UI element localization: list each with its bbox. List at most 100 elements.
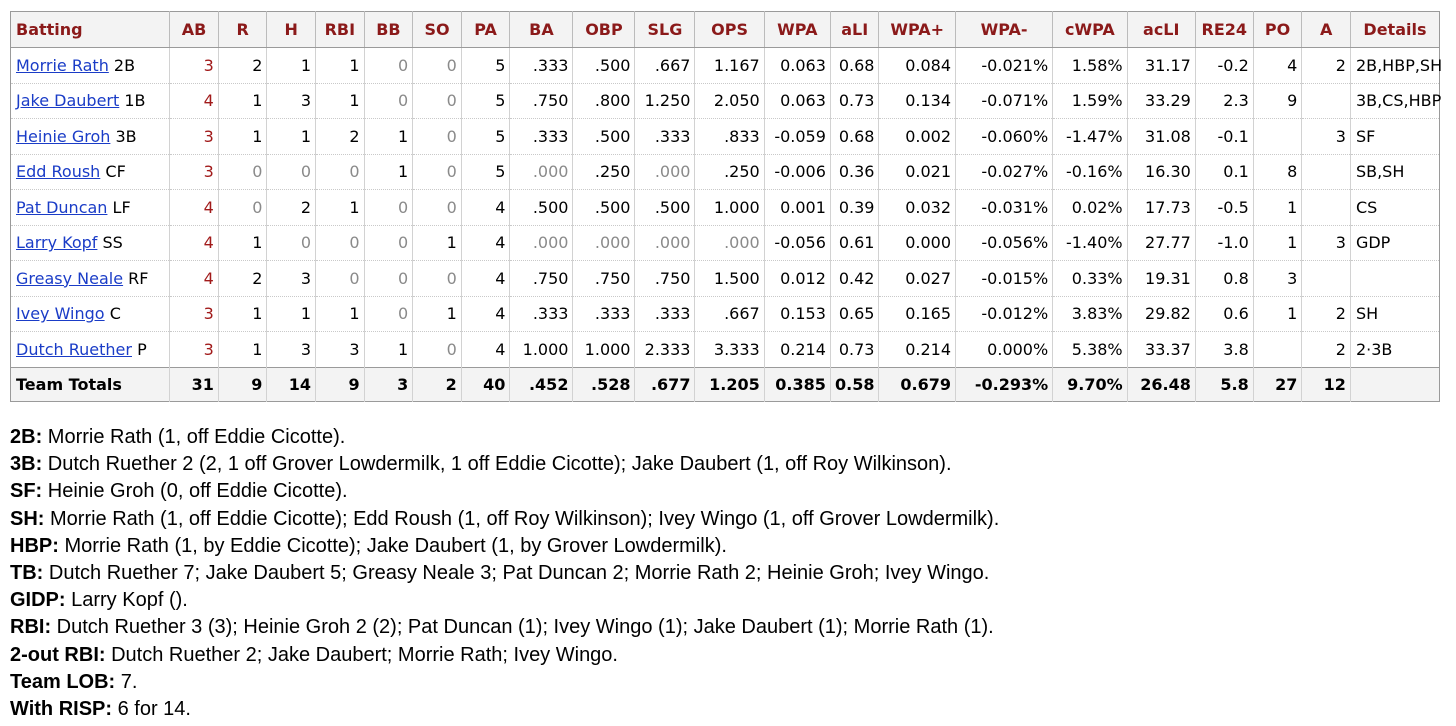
stat-ba: .000 <box>509 225 573 261</box>
stat-wpa: 0.063 <box>763 83 831 119</box>
stat-cwpa: -0.16% <box>1052 154 1128 190</box>
stat-ops: .667 <box>694 296 765 332</box>
stat-so: 0 <box>412 331 462 368</box>
column-header-ab[interactable]: AB <box>169 11 219 48</box>
column-header-wpa-minus[interactable]: WPA- <box>954 11 1053 48</box>
stat-ab: 3 <box>169 154 219 190</box>
column-header-ops[interactable]: OPS <box>694 11 765 48</box>
player-link[interactable]: Jake Daubert <box>16 91 120 111</box>
stat-wpaplus: 0.021 <box>878 154 956 190</box>
player-link[interactable]: Dutch Ruether <box>16 339 132 359</box>
stat-details: 2·3B <box>1349 331 1440 368</box>
column-header-details[interactable]: Details <box>1349 11 1440 48</box>
stat-slg: .000 <box>634 154 695 190</box>
player-cell: Jake Daubert 1B <box>10 83 170 119</box>
stat-h: 3 <box>266 260 316 297</box>
stat-rbi: 1 <box>315 296 365 332</box>
column-header-ba[interactable]: BA <box>509 11 573 48</box>
column-header-ali[interactable]: aLI <box>829 11 879 48</box>
stat-a <box>1301 189 1351 226</box>
column-header-acli[interactable]: acLI <box>1126 11 1196 48</box>
player-position: CF <box>105 162 126 182</box>
total-slg: .677 <box>634 366 695 401</box>
stat-so: 0 <box>412 118 462 155</box>
stat-wpaplus: 0.165 <box>878 296 956 332</box>
note-line: 2B: Morrie Rath (1, off Eddie Cicotte). <box>10 424 1440 451</box>
stat-details: GDP <box>1349 225 1440 261</box>
stat-r: 1 <box>217 83 267 119</box>
player-link[interactable]: Heinie Groh <box>16 126 111 146</box>
note-line: TB: Dutch Ruether 7; Jake Daubert 5; Gre… <box>10 560 1440 587</box>
total-h: 14 <box>266 366 316 401</box>
player-link[interactable]: Morrie Rath <box>16 55 109 75</box>
stat-a <box>1301 260 1351 297</box>
stat-a: 3 <box>1301 118 1351 155</box>
player-cell: Greasy Neale RF <box>10 260 170 297</box>
stat-ops: .000 <box>694 225 765 261</box>
stat-wpaminus: -0.056% <box>954 225 1053 261</box>
column-header-re24[interactable]: RE24 <box>1194 11 1254 48</box>
column-header-a[interactable]: A <box>1301 11 1351 48</box>
stat-wpaminus: -0.021% <box>954 47 1053 84</box>
stat-a <box>1301 83 1351 119</box>
stat-so: 0 <box>412 189 462 226</box>
stat-wpaminus: -0.012% <box>954 296 1053 332</box>
column-header-h[interactable]: H <box>266 11 316 48</box>
stat-wpaplus: 0.134 <box>878 83 956 119</box>
stat-po: 1 <box>1252 296 1302 332</box>
stat-pa: 5 <box>460 83 510 119</box>
stat-ali: 0.39 <box>829 189 879 226</box>
note-label: 2-out RBI: <box>10 643 106 666</box>
stat-pa: 4 <box>460 260 510 297</box>
player-link[interactable]: Larry Kopf <box>16 233 98 253</box>
player-link[interactable]: Greasy Neale <box>16 268 124 288</box>
stat-h: 1 <box>266 118 316 155</box>
stat-r: 2 <box>217 260 267 297</box>
player-position: RF <box>128 268 149 288</box>
column-header-bb[interactable]: BB <box>363 11 413 48</box>
stat-slg: .667 <box>634 47 695 84</box>
table-header-row: Batting AB R H RBI BB SO PA BA OBP SLG OPS WPA aLI WPA… <box>10 11 1440 48</box>
column-header-rbi[interactable]: RBI <box>315 11 365 48</box>
stat-po <box>1252 331 1302 368</box>
stat-rbi: 0 <box>315 260 365 297</box>
stat-cwpa: 0.02% <box>1052 189 1128 226</box>
stat-acli: 31.17 <box>1126 47 1196 84</box>
total-obp: .528 <box>572 366 635 401</box>
player-link[interactable]: Edd Roush <box>16 162 101 182</box>
column-header-po[interactable]: PO <box>1252 11 1302 48</box>
stat-r: 0 <box>217 189 267 226</box>
player-row: Dutch Ruether P 3 1 3 3 1 0 4 1.000 1.000 2.333 3.3… <box>10 331 1440 368</box>
column-header-obp[interactable]: OBP <box>572 11 635 48</box>
stat-so: 0 <box>412 260 462 297</box>
stat-pa: 4 <box>460 331 510 368</box>
stat-acli: 27.77 <box>1126 225 1196 261</box>
stat-wpaplus: 0.027 <box>878 260 956 297</box>
stat-details: CS <box>1349 189 1440 226</box>
column-header-wpa[interactable]: WPA <box>763 11 831 48</box>
stat-wpaplus: 0.214 <box>878 331 956 368</box>
column-header-so[interactable]: SO <box>412 11 462 48</box>
stat-wpaplus: 0.032 <box>878 189 956 226</box>
stat-bb: 0 <box>363 260 413 297</box>
column-header-wpa-plus[interactable]: WPA+ <box>878 11 956 48</box>
total-a: 12 <box>1301 366 1351 401</box>
player-link[interactable]: Pat Duncan <box>16 197 108 217</box>
column-header-cwpa[interactable]: cWPA <box>1052 11 1128 48</box>
stat-ab: 3 <box>169 118 219 155</box>
stat-ali: 0.65 <box>829 296 879 332</box>
stat-rbi: 1 <box>315 47 365 84</box>
stat-ops: 2.050 <box>694 83 765 119</box>
stat-h: 0 <box>266 225 316 261</box>
column-header-batting[interactable]: Batting <box>10 11 170 48</box>
note-text: Dutch Ruether 2; Jake Daubert; Morrie Ra… <box>105 643 618 666</box>
note-text: Morrie Rath (1, off Eddie Cicotte). <box>42 426 346 448</box>
stat-cwpa: 0.33% <box>1052 260 1128 297</box>
stat-bb: 0 <box>363 296 413 332</box>
player-link[interactable]: Ivey Wingo <box>16 304 105 324</box>
stat-wpa: -0.006 <box>763 154 831 190</box>
column-header-r[interactable]: R <box>217 11 267 48</box>
stat-obp: .333 <box>572 296 635 332</box>
column-header-slg[interactable]: SLG <box>634 11 695 48</box>
column-header-pa[interactable]: PA <box>460 11 510 48</box>
